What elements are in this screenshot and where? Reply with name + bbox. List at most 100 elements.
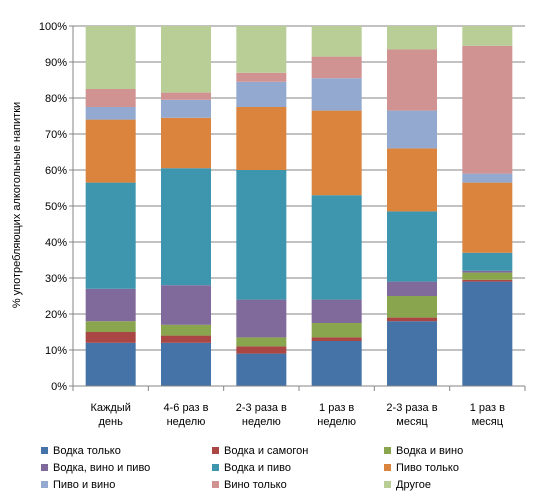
gridlines — [73, 25, 525, 351]
legend: Водка только Водка и самогон Водка и вино В… — [41, 445, 463, 491]
y-tick-label: 100% — [39, 21, 67, 33]
bar-segment — [236, 170, 287, 300]
y-axis-ticks: 0% 10% 20% 30% 40% 50% 60% 70% 80% 90% 100% — [39, 21, 67, 393]
bar-segment — [236, 337, 287, 347]
y-tick-label: 10% — [45, 345, 67, 357]
bar-segment — [387, 321, 437, 386]
bar-segment — [85, 321, 136, 332]
x-tick-label: 2-3 раза в — [236, 402, 287, 414]
y-tick-label: 0% — [51, 381, 67, 393]
bar-segment — [161, 335, 211, 343]
y-tick-label: 60% — [45, 165, 67, 177]
y-tick-label: 20% — [45, 309, 67, 321]
legend-swatch — [41, 481, 48, 488]
x-tick-label: неделю — [242, 416, 281, 428]
bar-segment — [311, 56, 362, 79]
bar-segment — [85, 342, 136, 386]
legend-swatch — [384, 447, 391, 454]
legend-label: Пиво и вино — [53, 479, 115, 491]
bar-segment — [236, 346, 287, 354]
bar-segment — [85, 332, 136, 343]
x-tick-label: неделю — [317, 416, 356, 428]
y-tick-label: 80% — [45, 93, 67, 105]
bar-segment — [311, 26, 362, 57]
bar-segment — [462, 45, 513, 174]
bars — [85, 26, 513, 386]
bar-segment — [462, 281, 513, 386]
legend-swatch — [212, 481, 219, 488]
bar-segment — [161, 99, 211, 118]
bar-segment — [462, 26, 513, 46]
x-tick-label: 4-6 раз в — [163, 402, 208, 414]
bar-segment — [161, 342, 211, 386]
legend-label: Водка и самогон — [224, 445, 308, 457]
x-tick-label: месяц — [472, 416, 504, 428]
bar-segment — [462, 173, 513, 183]
bar-segment — [387, 211, 437, 282]
legend-swatch — [212, 464, 219, 471]
legend-label: Водка только — [53, 445, 121, 457]
bar-segment — [161, 168, 211, 286]
bar-segment — [236, 81, 287, 107]
bar-segment — [85, 89, 136, 107]
bar-segment — [462, 252, 513, 271]
bar-segment — [387, 148, 437, 212]
bar-segment — [85, 288, 136, 322]
legend-swatch — [41, 447, 48, 454]
bar-segment — [236, 26, 287, 73]
bar-segment — [236, 353, 287, 386]
bar-segment — [462, 182, 513, 253]
legend-swatch — [384, 464, 391, 471]
bar-segment — [311, 195, 362, 300]
legend-label: Вино только — [224, 479, 287, 491]
bar-segment — [462, 272, 513, 280]
legend-swatch — [384, 481, 391, 488]
x-tick-label: месяц — [396, 416, 428, 428]
legend-swatch — [212, 447, 219, 454]
y-tick-label: 50% — [45, 201, 67, 213]
y-tick-label: 90% — [45, 57, 67, 69]
x-tick-label: день — [98, 416, 123, 428]
bar-segment — [311, 323, 362, 338]
bar-segment — [387, 281, 437, 296]
bar-segment — [462, 279, 513, 282]
x-tick-label: 1 раз в — [319, 402, 354, 414]
bar-segment — [387, 49, 437, 111]
bar-segment — [236, 72, 287, 82]
bar-segment — [311, 78, 362, 111]
y-tick-label: 30% — [45, 273, 67, 285]
y-axis-label: % употребляющих алкогольные напитки — [11, 102, 23, 308]
x-axis-labels: Каждый день 4-6 раз в неделю 2-3 раза в недел… — [90, 402, 505, 428]
bar-segment — [85, 26, 136, 89]
legend-label: Пиво только — [396, 462, 459, 474]
bar-segment — [85, 182, 136, 289]
bar-segment — [387, 317, 437, 322]
bar-segment — [311, 337, 362, 341]
legend-label: Другое — [396, 479, 431, 491]
bar-segment — [311, 110, 362, 196]
bar-segment — [462, 270, 513, 273]
legend-label: Водка и пиво — [224, 462, 291, 474]
bar-segment — [161, 117, 211, 169]
y-tick-label: 70% — [45, 129, 67, 141]
x-tick-label: 2-3 раза в — [386, 402, 437, 414]
bar-segment — [236, 299, 287, 338]
x-tick-label: неделю — [167, 416, 206, 428]
bar-segment — [161, 92, 211, 100]
bar-segment — [311, 299, 362, 323]
bar-segment — [161, 324, 211, 336]
bar-segment — [311, 341, 362, 386]
axes — [69, 25, 526, 391]
bar-segment — [161, 285, 211, 325]
bar-segment — [236, 107, 287, 170]
bar-segment — [387, 110, 437, 149]
bar-segment — [85, 119, 136, 183]
y-tick-label: 40% — [45, 237, 67, 249]
bar-segment — [85, 107, 136, 120]
bar-segment — [387, 296, 437, 318]
legend-swatch — [41, 464, 48, 471]
x-tick-label: 1 раз в — [470, 402, 505, 414]
bar-segment — [161, 26, 211, 93]
x-tick-label: Каждый — [90, 402, 130, 414]
